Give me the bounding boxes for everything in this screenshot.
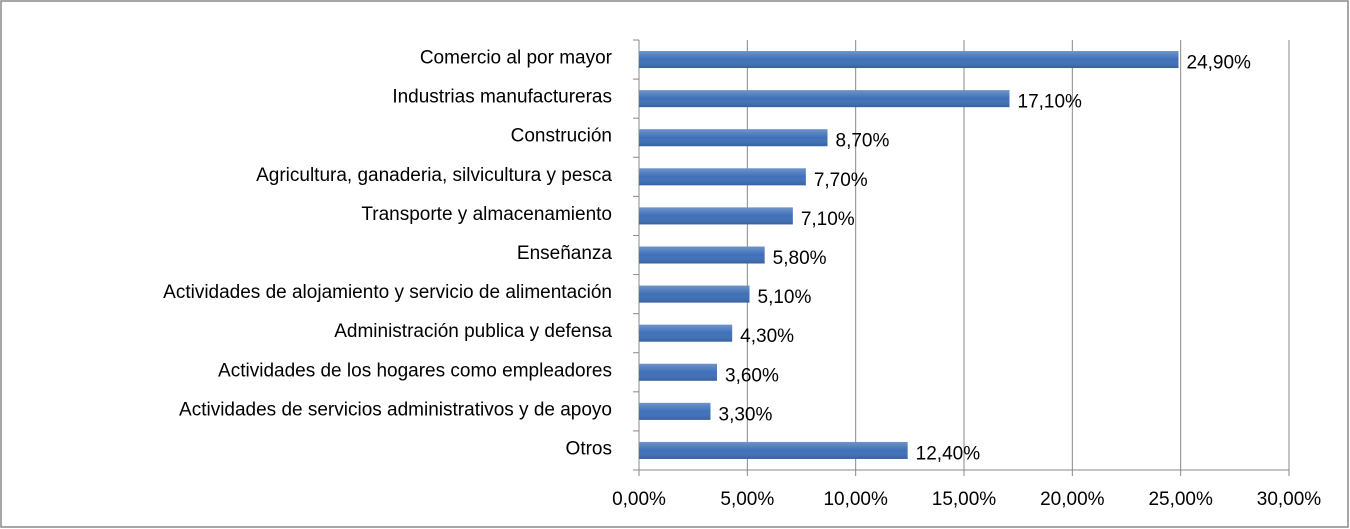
value-label: 24,90% <box>1187 53 1252 74</box>
bar-shade <box>639 246 765 264</box>
bar-shade <box>639 207 793 225</box>
y-tick-label: Administración publica y defensa <box>334 321 612 342</box>
value-label: 4,30% <box>740 326 794 347</box>
y-tick-label: Enseñanza <box>517 243 613 264</box>
bar-shade <box>639 285 750 303</box>
y-tick-label: Actividades de los hogares como empleado… <box>218 360 612 381</box>
value-label: 5,80% <box>773 248 827 269</box>
bar-shade <box>639 168 806 186</box>
x-tick-label: 10,00% <box>823 489 888 510</box>
x-tick-label: 20,00% <box>1040 489 1105 510</box>
value-label: 7,10% <box>801 209 855 230</box>
bar-shade <box>639 441 908 459</box>
x-tick-label: 15,00% <box>932 489 997 510</box>
y-tick-label: Industrias manufactureras <box>392 87 612 108</box>
y-tick-label: Actividades de alojamiento y servicio de… <box>163 282 612 303</box>
value-label: 17,10% <box>1018 92 1083 113</box>
bar-shade <box>639 324 733 342</box>
value-label: 7,70% <box>814 170 868 191</box>
value-label: 3,60% <box>725 365 779 386</box>
y-tick-label: Otros <box>566 438 612 459</box>
x-tick-label: 0,00% <box>612 489 666 510</box>
value-label: 12,40% <box>916 443 981 464</box>
y-tick-label: Actividades de servicios administrativos… <box>179 399 612 420</box>
bar-shade <box>639 90 1010 108</box>
bar-shade <box>639 129 828 147</box>
y-tick-label: Comercio al por mayor <box>420 48 613 69</box>
x-tick-label: 5,00% <box>720 489 774 510</box>
y-tick-label: Transporte y almacenamiento <box>361 204 612 225</box>
value-label: 5,10% <box>758 287 812 308</box>
y-tick-label: Construción <box>511 126 612 147</box>
value-label: 3,30% <box>719 404 773 425</box>
x-tick-label: 25,00% <box>1148 489 1213 510</box>
bar-shade <box>639 51 1179 69</box>
bar-shade <box>639 363 717 381</box>
x-tick-label: 30,00% <box>1257 489 1322 510</box>
bar-shade <box>639 402 711 420</box>
y-tick-label: Agricultura, ganaderia, silvicultura y p… <box>256 165 612 186</box>
value-label: 8,70% <box>836 131 890 152</box>
